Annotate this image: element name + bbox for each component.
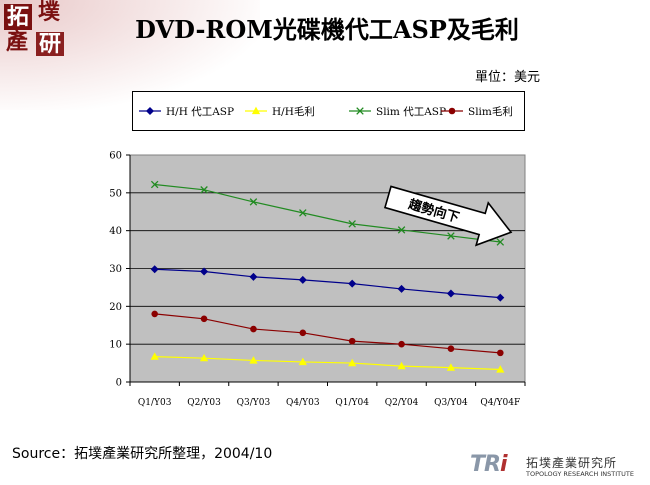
data-point-marker — [150, 352, 159, 360]
data-point-marker — [348, 337, 356, 345]
marker-stroke — [200, 186, 208, 194]
data-point-marker — [299, 329, 307, 337]
data-point-marker — [348, 220, 356, 228]
data-point-marker — [397, 284, 406, 293]
data-point-marker — [200, 267, 209, 276]
data-point-marker — [397, 226, 406, 234]
company-logo: 拓 墣 產 研 — [2, 0, 65, 58]
unit-label: 單位：美元 — [474, 70, 540, 85]
marker-stroke — [299, 209, 307, 217]
y-tick-label: 40 — [109, 226, 122, 237]
y-tick-label: 60 — [109, 151, 122, 162]
logo-char: 拓 — [4, 4, 33, 30]
data-point-marker — [199, 353, 209, 362]
footer-logo-english: TOPOLOGY RESEARCH INSTITUTE — [526, 470, 634, 478]
x-tick-label: Q1/Y04 — [335, 398, 369, 408]
y-tick-label: 0 — [116, 378, 122, 389]
data-point-marker — [298, 357, 307, 366]
legend-item: Slim 代工ASP — [349, 106, 446, 118]
x-tick-label: Q4/Y04F — [480, 398, 520, 408]
marker-stroke — [348, 220, 356, 228]
legend-label: H/H 代工ASP — [166, 106, 234, 118]
marker-stroke — [249, 198, 258, 206]
marker-stroke — [356, 107, 364, 115]
data-point-marker — [496, 365, 505, 373]
data-point-marker — [348, 279, 357, 288]
data-point-marker — [150, 265, 159, 274]
data-point-marker — [356, 107, 364, 115]
series-line — [154, 356, 501, 371]
series-line — [154, 313, 501, 354]
footer-logo: TRi 拓墣產業研究所 TOPOLOGY RESEARCH INSTITUTE — [470, 452, 645, 482]
data-point-marker — [249, 272, 258, 281]
x-tick-label: Q3/Y03 — [237, 398, 271, 408]
data-point-marker — [299, 209, 307, 217]
legend-svg: H/H 代工ASP H/H毛利 Slim 代工ASP Slim毛利 — [139, 106, 513, 118]
data-point-marker — [251, 106, 261, 115]
y-tick-label: 20 — [109, 302, 122, 313]
legend-label: Slim毛利 — [468, 106, 513, 118]
logo-char: 墣 — [38, 0, 61, 25]
marker-stroke — [397, 226, 406, 234]
legend-label: H/H毛利 — [272, 106, 315, 118]
x-tick-label: Q4/Y03 — [286, 398, 320, 408]
trend-arrow-shape — [383, 185, 513, 247]
source-note: Source：拓墣產業研究所整理，2004/10 — [12, 446, 273, 462]
line-chart: 0 10 20 30 40 50 60 Q1/Y03 Q2/Y03 Q3/Y03 Q4/Y03 Q1/… — [109, 151, 526, 408]
data-point-marker — [150, 180, 159, 189]
marker-stroke — [496, 238, 505, 246]
data-point-marker — [496, 293, 505, 302]
legend-item: H/H毛利 — [245, 106, 315, 118]
footer-logo-chinese: 拓墣產業研究所 — [526, 456, 618, 470]
chart-legend: H/H 代工ASP H/H毛利 Slim 代工ASP Slim毛利 — [132, 91, 525, 131]
data-point-marker — [447, 232, 455, 240]
data-point-marker — [298, 275, 307, 284]
data-point-marker — [249, 356, 258, 364]
tri-logo-mark: TRi — [470, 452, 507, 477]
data-point-marker — [397, 361, 406, 370]
data-point-marker — [145, 106, 155, 116]
data-point-marker — [200, 186, 208, 194]
x-tick-label: Q1/Y03 — [138, 398, 172, 408]
data-point-marker — [348, 358, 357, 367]
y-tick-label: 10 — [109, 340, 122, 351]
x-tick-label: Q2/Y03 — [187, 398, 221, 408]
data-point-marker — [151, 310, 158, 318]
y-tick-label: 50 — [109, 188, 122, 199]
legend-item: Slim毛利 — [441, 106, 513, 118]
data-point-marker — [497, 349, 504, 357]
data-point-marker — [447, 345, 455, 353]
legend-item: H/H 代工ASP — [139, 106, 234, 118]
data-point-marker — [448, 107, 456, 115]
data-point-marker — [446, 289, 455, 298]
page-title: DVD-ROM光碟機代工ASP及毛利 — [135, 15, 519, 44]
marker-stroke — [447, 232, 455, 240]
data-point-marker — [446, 363, 456, 371]
series-line — [154, 268, 501, 299]
x-tick-label: Q2/Y04 — [385, 398, 419, 408]
data-point-marker — [398, 340, 405, 348]
data-point-marker — [250, 325, 257, 333]
y-tick-label: 30 — [109, 264, 122, 275]
data-point-marker — [200, 315, 208, 323]
data-point-marker — [496, 238, 505, 246]
marker-stroke — [150, 180, 159, 189]
logo-char: 產 — [6, 29, 29, 55]
x-tick-label: Q3/Y04 — [434, 398, 468, 408]
logo-char: 研 — [36, 32, 65, 56]
series-line — [154, 183, 501, 243]
data-point-marker — [249, 198, 258, 206]
legend-label: Slim 代工ASP — [376, 106, 446, 118]
